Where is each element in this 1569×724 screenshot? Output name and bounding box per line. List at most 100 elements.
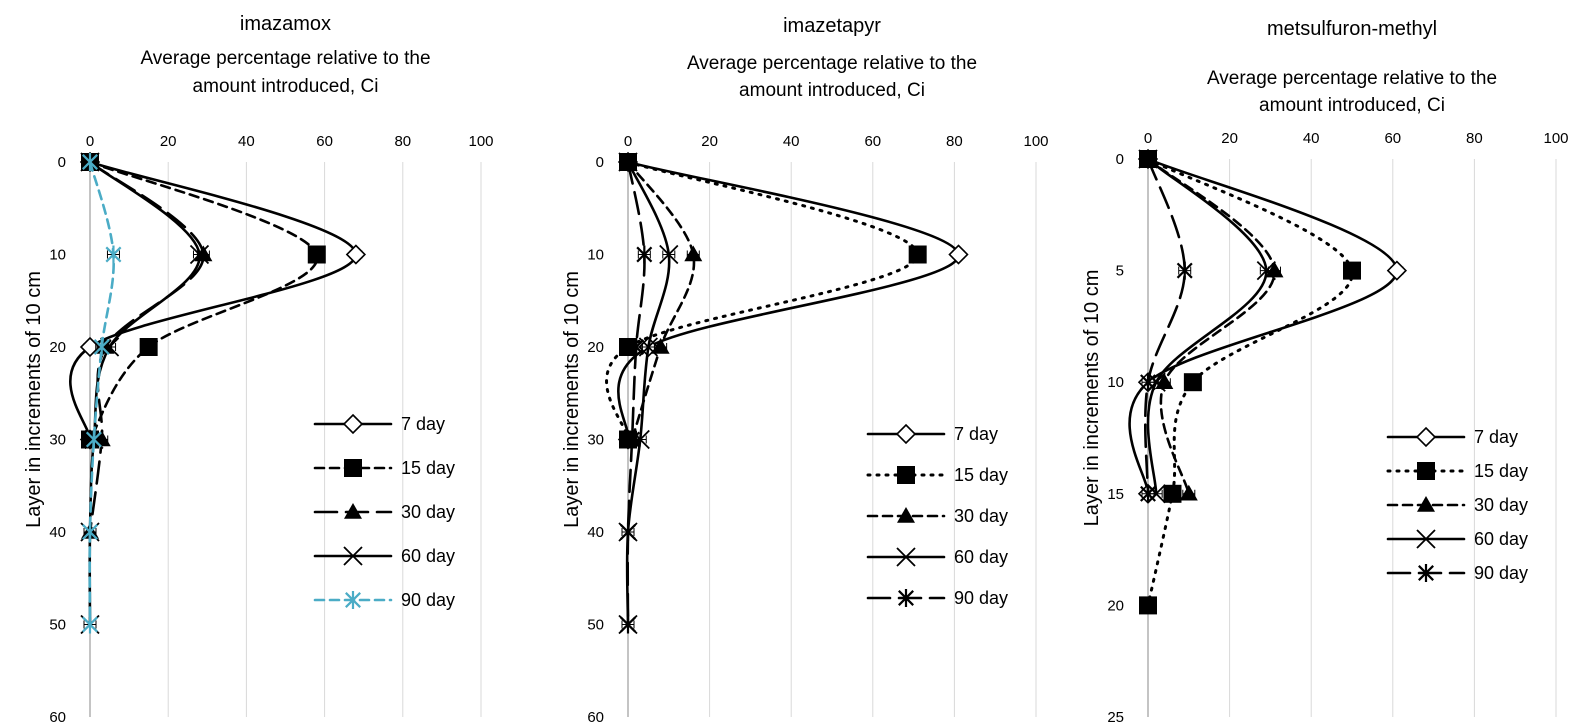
x-tick-label: 80 bbox=[394, 133, 411, 150]
data-point bbox=[82, 523, 98, 541]
legend-label: 15 day bbox=[401, 458, 455, 478]
legend-label: 7 day bbox=[1474, 427, 1518, 447]
legend-marker bbox=[1417, 496, 1435, 512]
legend-label: 15 day bbox=[954, 465, 1008, 485]
series-line bbox=[1146, 157, 1276, 496]
x-tick-label: 20 bbox=[701, 133, 718, 150]
legend: 7 day 15 day 30 day 60 day 90 day bbox=[866, 423, 1008, 608]
y-tick-label: 50 bbox=[49, 617, 66, 634]
data-point bbox=[624, 430, 641, 449]
chart-subtitle-line-2: amount introduced, Ci bbox=[739, 80, 925, 101]
series-line bbox=[1143, 157, 1187, 496]
series-7-day bbox=[1128, 148, 1408, 504]
y-tick-label: 40 bbox=[49, 524, 66, 541]
chart-subtitle-line-1: Average percentage relative to the bbox=[687, 53, 977, 74]
series-90-day bbox=[82, 153, 122, 634]
series-60-day bbox=[80, 152, 210, 635]
legend-marker bbox=[344, 459, 362, 477]
data-point bbox=[345, 244, 367, 265]
data-point bbox=[620, 615, 636, 634]
chart-subtitle-line-1: Average percentage relative to the bbox=[140, 48, 430, 69]
legend-label: 30 day bbox=[401, 502, 455, 522]
legend-label: 15 day bbox=[1474, 461, 1528, 481]
series-15-day bbox=[81, 153, 326, 449]
x-tick-label: 80 bbox=[1466, 130, 1483, 147]
data-point bbox=[82, 615, 98, 634]
legend-marker bbox=[1418, 564, 1434, 582]
data-point bbox=[139, 338, 158, 356]
legend-marker bbox=[345, 591, 361, 609]
legend-marker bbox=[896, 547, 916, 567]
data-point bbox=[684, 245, 703, 262]
y-tick-label: 20 bbox=[49, 339, 66, 356]
data-point bbox=[1176, 261, 1193, 280]
y-axis-label: Layer in increments of 10 cm bbox=[23, 271, 45, 528]
series-line bbox=[88, 160, 205, 534]
series-line bbox=[617, 160, 960, 441]
data-point bbox=[620, 153, 636, 171]
y-tick-label: 40 bbox=[587, 524, 604, 541]
y-tick-label: 60 bbox=[587, 709, 604, 724]
legend-marker bbox=[898, 589, 914, 607]
data-point bbox=[85, 430, 102, 449]
data-point bbox=[105, 245, 122, 264]
series-90-day bbox=[1140, 150, 1193, 503]
data-point bbox=[1183, 373, 1202, 392]
y-tick-label: 10 bbox=[1107, 374, 1124, 391]
x-tick-label: 100 bbox=[468, 133, 493, 150]
x-tick-label: 60 bbox=[316, 133, 333, 150]
legend-marker bbox=[342, 413, 364, 435]
series-line bbox=[88, 160, 115, 626]
legend-marker bbox=[897, 507, 915, 523]
legend-label: 30 day bbox=[1474, 495, 1528, 515]
y-axis-label: Layer in increments of 10 cm bbox=[561, 271, 583, 528]
data-point bbox=[628, 338, 645, 356]
data-point bbox=[1140, 484, 1156, 503]
chart-subtitle-line-2: amount introduced, Ci bbox=[1259, 95, 1445, 116]
chart-subtitle-line-2: amount introduced, Ci bbox=[193, 76, 379, 97]
legend-label: 30 day bbox=[954, 506, 1008, 526]
data-point bbox=[82, 153, 98, 171]
y-tick-label: 50 bbox=[587, 617, 604, 634]
legend-label: 90 day bbox=[1474, 563, 1528, 583]
chart-panel-3: metsulfuron-methyl Average percentage rel… bbox=[1081, 18, 1569, 724]
data-point bbox=[1343, 261, 1361, 280]
y-tick-label: 30 bbox=[49, 432, 66, 449]
legend: 7 day 15 day 30 day 60 day 90 day bbox=[313, 413, 455, 610]
series-60-day bbox=[1138, 149, 1276, 504]
x-tick-label: 0 bbox=[1144, 130, 1152, 147]
chart-subtitle-line-1: Average percentage relative to the bbox=[1207, 68, 1497, 89]
data-point bbox=[659, 244, 679, 265]
data-point bbox=[307, 245, 326, 264]
x-tick-label: 60 bbox=[1384, 130, 1401, 147]
x-tick-label: 40 bbox=[1303, 130, 1320, 147]
y-tick-label: 5 bbox=[1116, 263, 1124, 280]
series-7-day bbox=[69, 151, 367, 450]
series-line bbox=[88, 160, 319, 441]
y-tick-label: 0 bbox=[58, 154, 66, 171]
series-line bbox=[1128, 157, 1399, 496]
data-point bbox=[1140, 373, 1156, 392]
data-point bbox=[1179, 484, 1198, 501]
series-30-day bbox=[1139, 150, 1284, 501]
data-point bbox=[630, 429, 650, 450]
legend-label: 60 day bbox=[401, 546, 455, 566]
legend-marker bbox=[1415, 426, 1437, 448]
y-tick-label: 0 bbox=[596, 154, 604, 171]
chart-title: imazetapyr bbox=[783, 15, 881, 37]
legend-label: 90 day bbox=[401, 590, 455, 610]
data-point bbox=[636, 245, 653, 264]
series-90-day bbox=[620, 153, 653, 634]
x-tick-label: 20 bbox=[1221, 130, 1238, 147]
chart-panel-2: imazetapyr Average percentage relative to… bbox=[561, 15, 1049, 724]
series-line bbox=[1146, 157, 1354, 607]
y-tick-label: 10 bbox=[49, 247, 66, 264]
x-tick-label: 80 bbox=[946, 133, 963, 150]
y-tick-label: 15 bbox=[1107, 486, 1124, 503]
legend-label: 60 day bbox=[1474, 529, 1528, 549]
legend-marker bbox=[895, 423, 917, 445]
y-tick-label: 20 bbox=[587, 339, 604, 356]
data-point bbox=[1140, 150, 1156, 168]
data-point bbox=[1146, 484, 1166, 504]
